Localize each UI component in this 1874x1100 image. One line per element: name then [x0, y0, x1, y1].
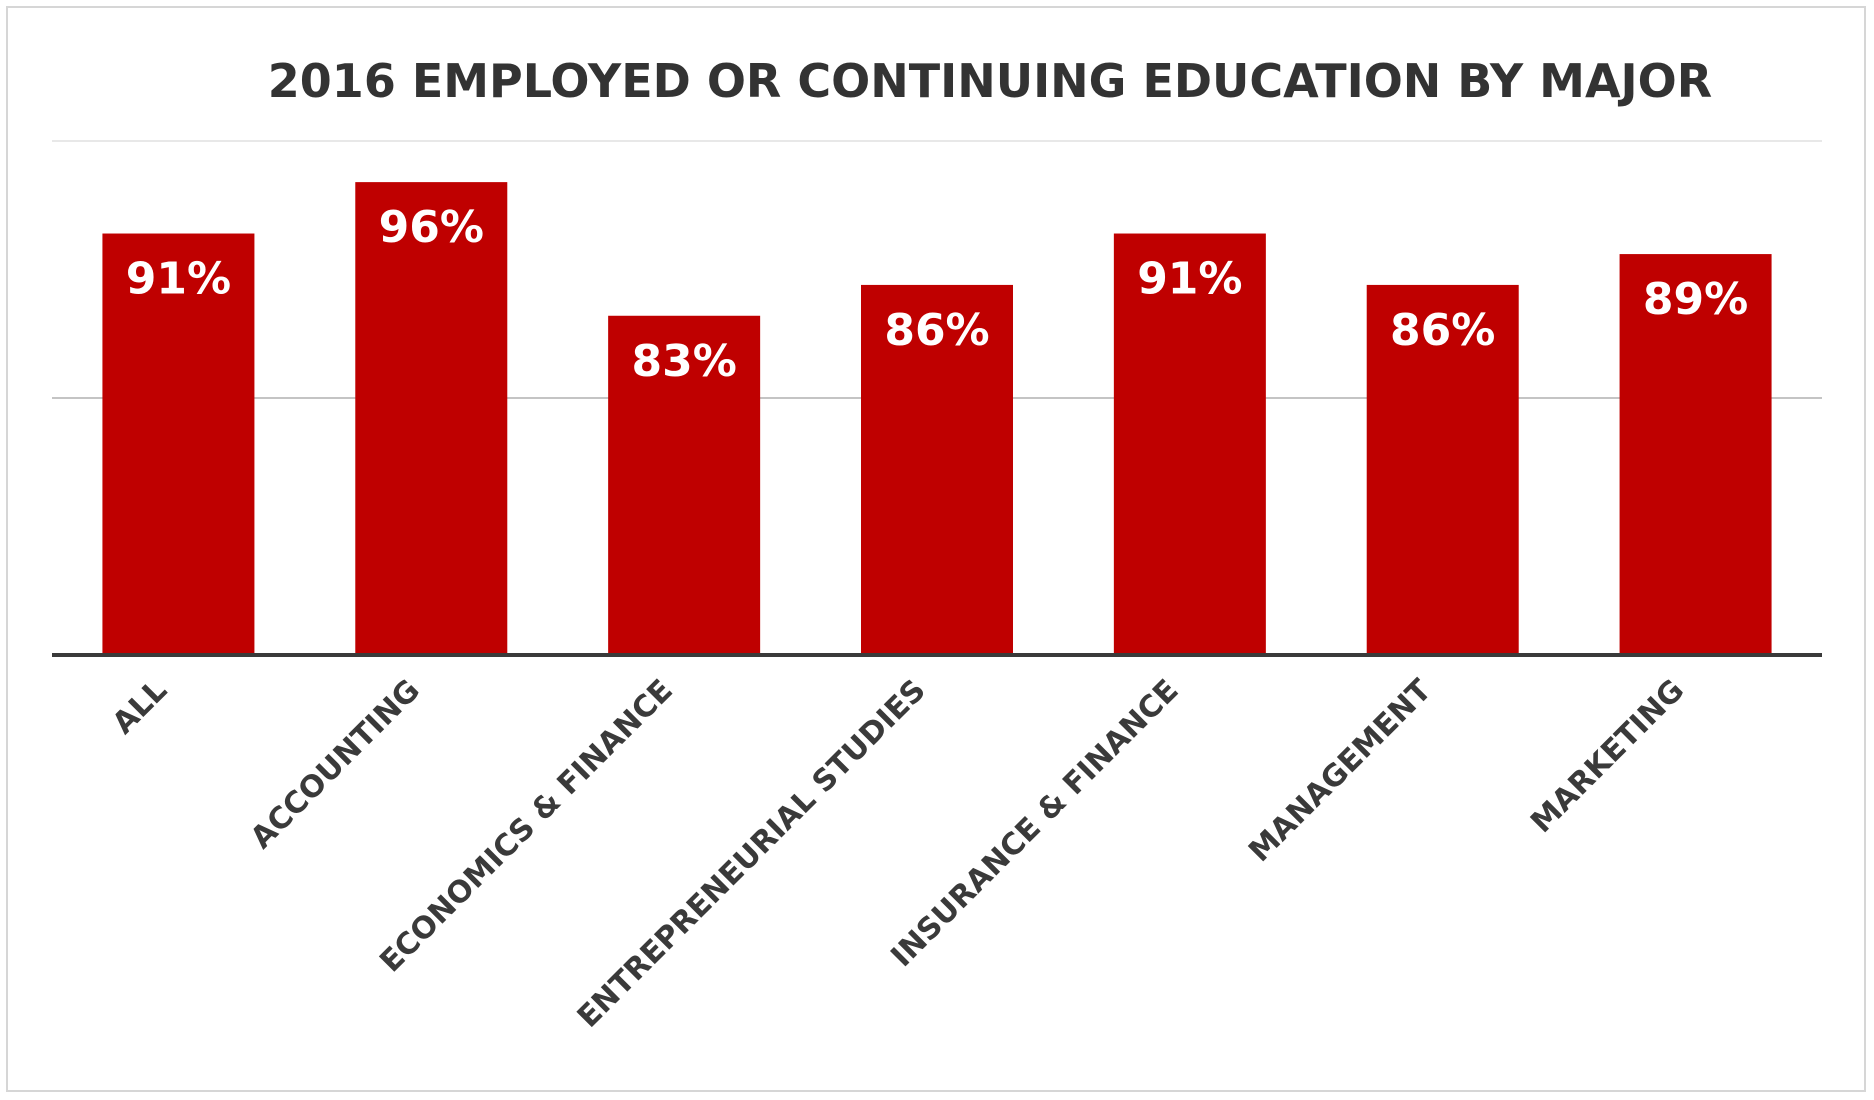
data-label: 91%: [1137, 254, 1242, 305]
x-tick-label: ACCOUNTING: [244, 673, 427, 856]
x-tick-label: ALL: [106, 673, 174, 741]
x-tick-label: ECONOMICS & FINANCE: [373, 673, 680, 980]
chart-title: 2016 EMPLOYED OR CONTINUING EDUCATION BY…: [268, 54, 1712, 108]
data-label: 86%: [1390, 305, 1495, 356]
bar-insurance-finance: [1113, 233, 1266, 655]
data-label: 89%: [1643, 274, 1748, 325]
data-label: 91%: [126, 254, 231, 305]
x-tick-label: MARKETING: [1524, 673, 1691, 840]
bars: 91% 96% 83% 86% 91% 86% 89%: [102, 182, 1772, 655]
bar-management: [1366, 284, 1519, 655]
data-label: 83%: [631, 336, 736, 387]
x-tick-label: MANAGEMENT: [1242, 673, 1439, 870]
bar-marketing: [1619, 254, 1772, 655]
bar-all: [102, 233, 255, 655]
data-label: 96%: [379, 202, 484, 253]
bar-economics-finance: [608, 315, 761, 655]
data-label: 86%: [884, 305, 989, 356]
bar-accounting: [355, 182, 508, 655]
x-tick-label: INSURANCE & FINANCE: [884, 673, 1185, 974]
bar-entrepreneurial-studies: [861, 284, 1013, 655]
